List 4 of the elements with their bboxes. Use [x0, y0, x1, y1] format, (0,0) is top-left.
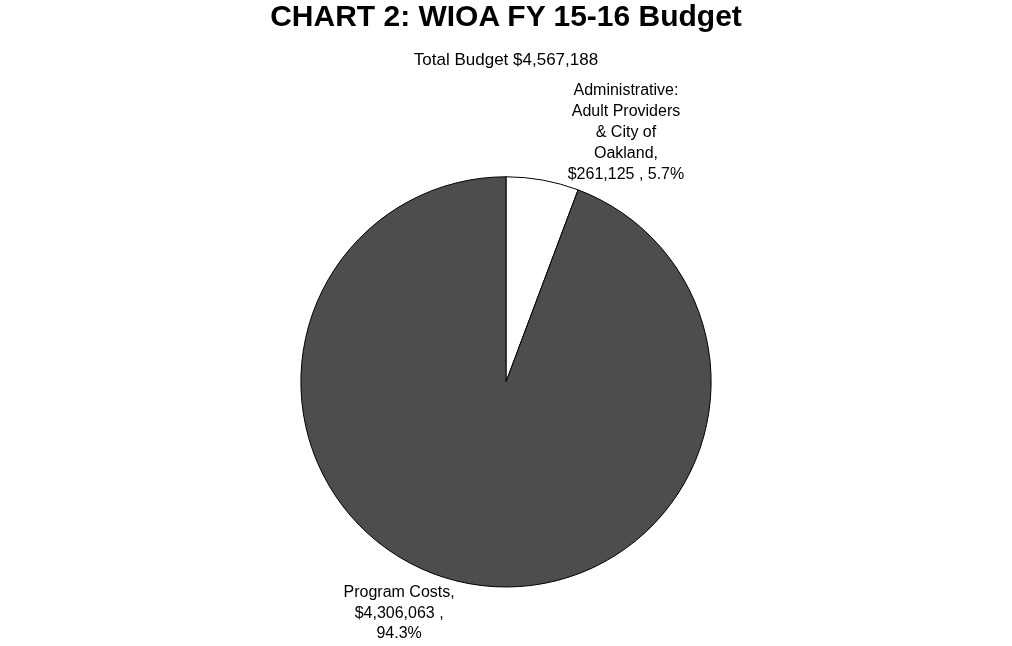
chart-title: CHART 2: WIOA FY 15-16 Budget: [270, 0, 742, 32]
chart-subtitle: Total Budget $4,567,188: [413, 49, 599, 69]
slice-label: Program Costs, $4,306,063 , 94.3%: [343, 582, 455, 642]
slice-label: Administrative: Adult Providers & City of Oakland, $261,125 , 5.7%: [567, 81, 685, 182]
